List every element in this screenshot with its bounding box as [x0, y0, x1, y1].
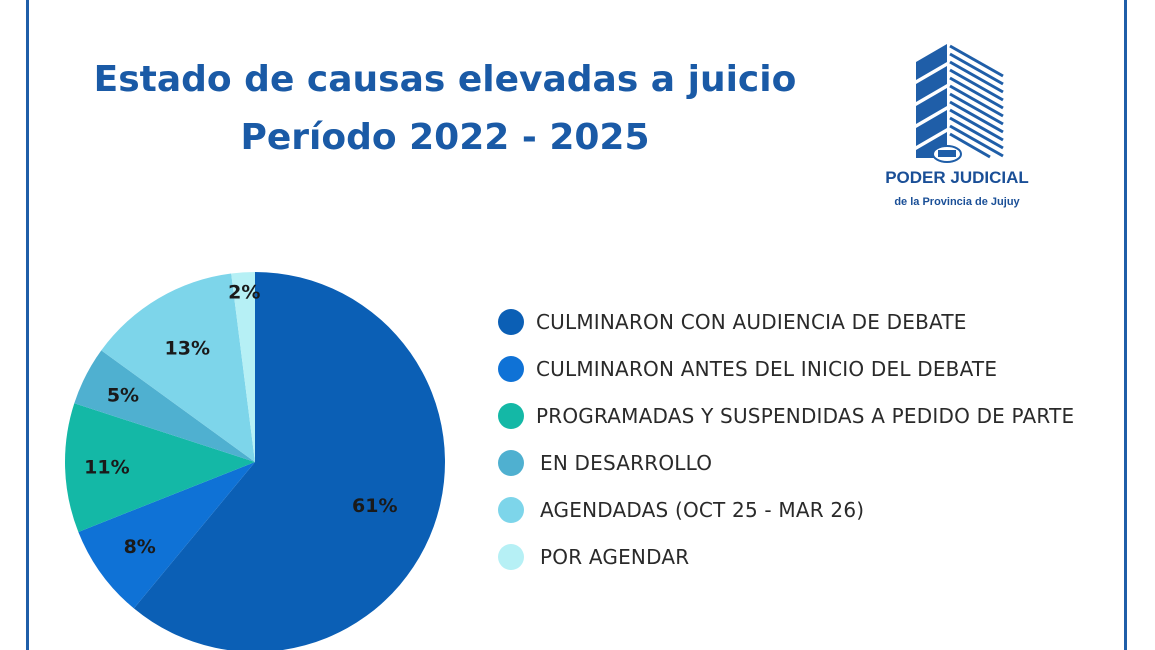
legend-label: AGENDADAS (OCT 25 - MAR 26) [540, 497, 865, 522]
legend-label: EN DESARROLLO [540, 450, 713, 475]
legend-swatch [498, 355, 524, 382]
pie-slice [101, 273, 255, 462]
legend-item: CULMINARON ANTES DEL INICIO DEL DEBATE [498, 345, 1074, 392]
frame-left-border [26, 0, 29, 650]
pie-slice [78, 462, 255, 609]
pie-slice [74, 350, 256, 462]
chart-title-line2: Período 2022 - 2025 [240, 117, 650, 158]
logo-subtitle: de la Provincia de Jujuy [894, 196, 1020, 208]
legend-label: CULMINARON ANTES DEL INICIO DEL DEBATE [536, 356, 998, 381]
legend-swatch [498, 402, 524, 429]
poder-judicial-logo: PODER JUDICIAL de la Provincia de Jujuy [872, 40, 1042, 220]
legend-item: POR AGENDAR [498, 533, 1074, 580]
legend-item: EN DESARROLLO [498, 439, 1074, 486]
legend-swatch [498, 449, 524, 476]
building-logo-icon [916, 44, 1004, 163]
pie-slice-label: 2% [228, 281, 260, 303]
legend-label: CULMINARON CON AUDIENCIA DE DEBATE [536, 309, 967, 334]
legend-swatch [498, 543, 524, 570]
chart-title-line1: Estado de causas elevadas a juicio [93, 59, 797, 100]
legend-item: AGENDADAS (OCT 25 - MAR 26) [498, 486, 1074, 533]
legend-label: PROGRAMADAS Y SUSPENDIDAS A PEDIDO DE PA… [536, 403, 1075, 428]
chart-legend: CULMINARON CON AUDIENCIA DE DEBATE CULMIN… [498, 298, 1074, 580]
legend-label: POR AGENDAR [540, 544, 690, 569]
pie-slice-label: 61% [352, 495, 397, 517]
legend-swatch [498, 308, 524, 335]
legend-item: PROGRAMADAS Y SUSPENDIDAS A PEDIDO DE PA… [498, 392, 1074, 439]
pie-slice [133, 272, 445, 650]
pie-slice-label: 13% [165, 338, 210, 360]
pie-slice [65, 403, 255, 532]
pie-slice [231, 272, 255, 462]
legend-swatch [498, 496, 524, 523]
frame-right-border [1124, 0, 1127, 650]
pie-slice-label: 8% [124, 536, 156, 558]
pie-slice-label: 11% [84, 457, 129, 479]
logo-title: PODER JUDICIAL [885, 168, 1029, 187]
pie-slice-label: 5% [107, 385, 139, 407]
legend-item: CULMINARON CON AUDIENCIA DE DEBATE [498, 298, 1074, 345]
